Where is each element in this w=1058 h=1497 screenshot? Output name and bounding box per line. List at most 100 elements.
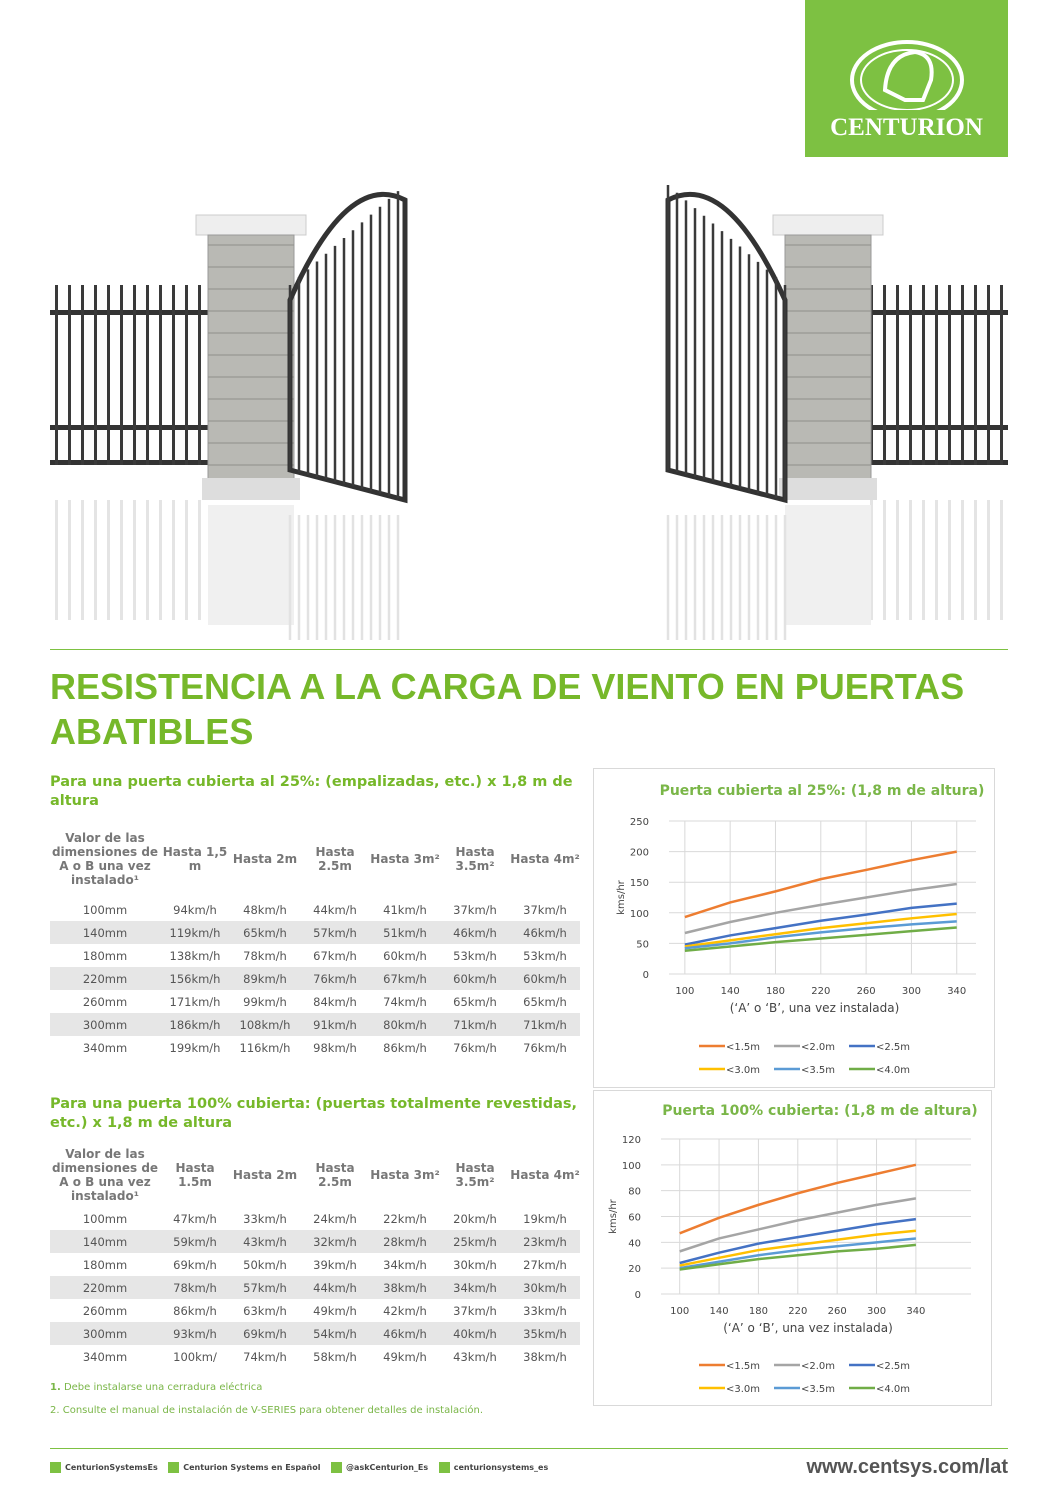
table-cell: 35km/h — [510, 1322, 580, 1345]
table-row: 140mm 59km/h 43km/h 32km/h 28km/h 25km/h 23km/… — [50, 1230, 580, 1253]
series-line — [684, 902, 957, 946]
table-row: 180mm 69km/h 50km/h 39km/h 34km/h 30km/h 27km/… — [50, 1253, 580, 1276]
legend-label: <3.0m — [726, 1384, 760, 1395]
table-cell: 30km/h — [510, 1276, 580, 1299]
fence-bar — [1000, 285, 1003, 465]
table-cell: 76km/h — [453, 1040, 497, 1055]
series-line — [684, 850, 957, 919]
pillar-reflection — [208, 505, 294, 625]
table-cell: 71km/h — [510, 1013, 580, 1036]
fence-rail — [50, 425, 210, 430]
table-cell: 220mm — [50, 967, 160, 990]
pillar-base — [779, 478, 877, 500]
social-link[interactable]: CenturionSystemsEs — [50, 1462, 158, 1473]
y-tick-label: 200 — [630, 848, 649, 859]
website[interactable]: www.centsys.com/lat — [806, 1456, 1008, 1478]
table-row: 100mm 47km/h 33km/h 24km/h 22km/h 20km/h 19km/… — [50, 1207, 580, 1230]
y-tick-label: 100 — [622, 1161, 641, 1172]
fence-bar-reflection — [948, 500, 951, 620]
table-cell: 171km/h — [169, 994, 221, 1009]
x-tick-label: 300 — [867, 1306, 886, 1317]
column-header: Hasta 2m — [232, 1168, 298, 1182]
table-row: 180mm 138km/h 78km/h 67km/h 60km/h 53km/h 53km… — [50, 944, 580, 967]
table-cell: 76km/h — [300, 967, 370, 990]
table-row: 260mm 86km/h 63km/h 49km/h 42km/h 37km/h 33km/… — [50, 1299, 580, 1322]
y-tick-label: 250 — [630, 817, 649, 828]
fence-bar — [896, 285, 899, 465]
x-tick-label: 220 — [811, 986, 830, 997]
column-header: Hasta 2m — [232, 852, 298, 866]
note-text: Debe instalarse una cerradura eléctrica — [63, 1382, 263, 1393]
table-cell: 260mm — [82, 994, 128, 1009]
pillar-cap — [195, 214, 307, 236]
x-tick-label: 220 — [788, 1306, 807, 1317]
series-line — [679, 1217, 917, 1265]
social-text: @askCenturion_Es — [346, 1463, 429, 1472]
series-line — [679, 1197, 917, 1253]
x-axis-label: (‘A’ o ‘B’, una vez instalada) — [730, 1001, 900, 1015]
x-tick-label: 140 — [721, 986, 740, 997]
table-cell: 48km/h — [243, 902, 287, 917]
y-axis-label: kms/hr — [616, 879, 627, 914]
y-tick-label: 50 — [636, 939, 649, 950]
table-cell: 24km/h — [313, 1211, 357, 1226]
table-cell: 180mm — [82, 948, 128, 963]
table-cell: 138km/h — [169, 948, 221, 963]
x-tick-label: 260 — [828, 1306, 847, 1317]
table-cell: 93km/h — [160, 1322, 230, 1345]
table-cell: 86km/h — [383, 1040, 427, 1055]
fence-bar-reflection — [55, 500, 58, 620]
table-cell: 67km/h — [370, 967, 440, 990]
social-text: centurionsystems_es — [453, 1463, 549, 1472]
x-axis-label: (‘A’ o ‘B’, una vez instalada) — [723, 1321, 893, 1335]
y-tick-label: 0 — [635, 1290, 641, 1301]
table-cell: 60km/h — [383, 948, 427, 963]
fence-bar — [185, 285, 188, 465]
table-cell: 41km/h — [383, 902, 427, 917]
table-cell: 57km/h — [230, 1276, 300, 1299]
table-cell: 30km/h — [453, 1257, 497, 1272]
table-cell: 100mm — [82, 902, 128, 917]
wind-table: Valor de las dimensiones de A o B una ve… — [50, 1143, 580, 1368]
fence-bar — [948, 285, 951, 465]
y-tick-label: 80 — [628, 1187, 641, 1198]
social-link[interactable]: Centurion Systems en Español — [168, 1462, 321, 1473]
y-tick-label: 150 — [630, 878, 649, 889]
x-tick-label: 140 — [710, 1306, 729, 1317]
fence-bar — [922, 285, 925, 465]
table-cell: 260mm — [82, 1303, 128, 1318]
fence-bar-reflection — [870, 500, 873, 620]
table-cell: 38km/h — [370, 1276, 440, 1299]
table-cell: 50km/h — [243, 1257, 287, 1272]
fence-bar-reflection — [68, 500, 71, 620]
table-cell: 60km/h — [510, 967, 580, 990]
fence-bar-reflection — [1000, 500, 1003, 620]
notes: 1. Debe instalarse una cerradura eléctri… — [50, 1382, 483, 1428]
legend-label: <2.5m — [876, 1361, 910, 1372]
column-header: Hasta 4m² — [510, 852, 580, 866]
table-cell: 58km/h — [313, 1349, 357, 1364]
fence-bar — [909, 285, 912, 465]
table-cell: 51km/h — [370, 921, 440, 944]
table-cell: 49km/h — [313, 1303, 357, 1318]
y-tick-label: 40 — [628, 1238, 641, 1249]
social-link[interactable]: centurionsystems_es — [438, 1462, 549, 1473]
series-line — [679, 1243, 917, 1271]
table-cell: 300mm — [50, 1322, 160, 1345]
table-cell: 156km/h — [160, 967, 230, 990]
social-link[interactable]: @askCenturion_Es — [331, 1462, 428, 1473]
table-cell: 43km/h — [230, 1230, 300, 1253]
fence-bar-reflection — [133, 500, 136, 620]
table-cell: 180mm — [82, 1257, 128, 1272]
fence-bar — [146, 285, 149, 465]
table-wrap: Valor de las dimensiones de A o B una ve… — [50, 820, 580, 1059]
fence-bar — [81, 285, 84, 465]
y-tick-label: 0 — [643, 970, 649, 981]
table-cell: 20km/h — [453, 1211, 497, 1226]
pillar-base — [202, 478, 300, 500]
legend-label: <2.0m — [801, 1042, 835, 1053]
table-row: 220mm 156km/h 89km/h 76km/h 67km/h 60km/h 60km… — [50, 967, 580, 990]
table-cell: 300mm — [50, 1013, 160, 1036]
page-title: RESISTENCIA A LA CARGA DE VIENTO EN PUER… — [50, 666, 965, 752]
